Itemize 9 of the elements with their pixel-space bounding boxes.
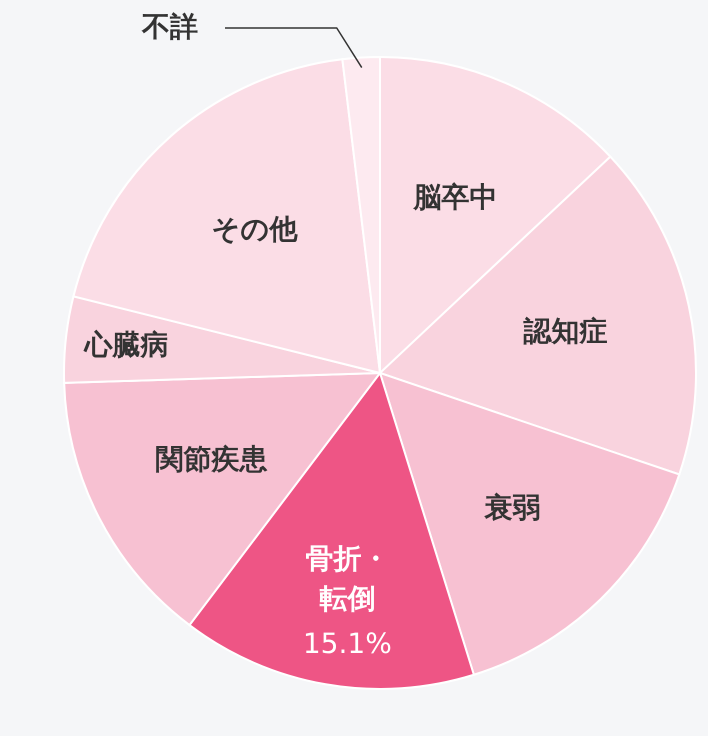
slice-label: 骨折・転倒: [305, 542, 390, 616]
slice-label: その他: [211, 212, 298, 246]
data-label: 15.1%: [302, 627, 392, 660]
slice-label: 認知症: [522, 314, 608, 348]
slice-label: 脳卒中: [412, 180, 498, 214]
slice-label: 関節疾患: [155, 442, 268, 476]
slice-label: 心臓病: [82, 328, 168, 361]
slice-label: 不詳: [141, 10, 198, 43]
slice-label: 衰弱: [484, 491, 541, 524]
